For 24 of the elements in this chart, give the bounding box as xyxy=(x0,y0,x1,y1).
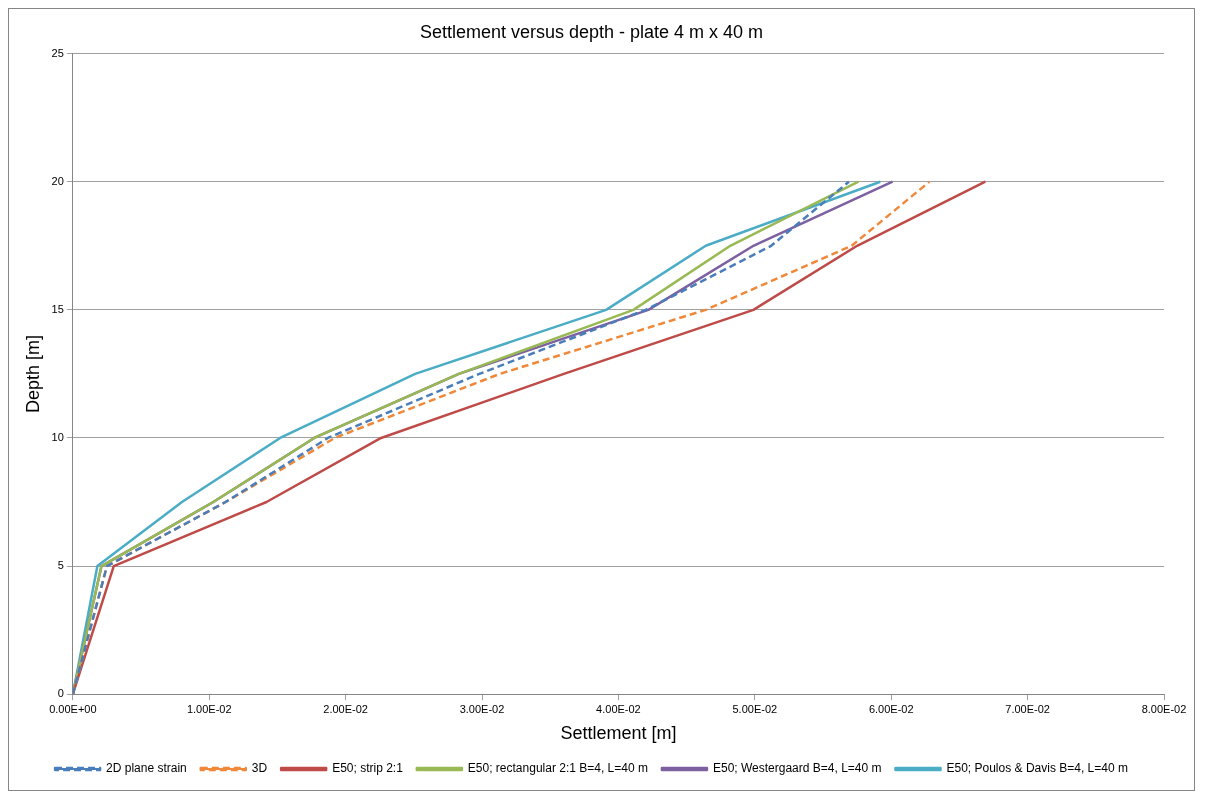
y-tick-label: 25 xyxy=(51,46,64,59)
y-axis-title: Depth [m] xyxy=(22,334,43,413)
x-tick-label: 8.00E-02 xyxy=(1141,702,1187,715)
legend-label: E50; Poulos & Davis B=4, L=40 m xyxy=(946,761,1128,776)
legend-label: E50; rectangular 2:1 B=4, L=40 m xyxy=(467,761,648,776)
x-tick-label: 4.00E-02 xyxy=(596,702,641,715)
chart-title: Settlement versus depth - plate 4 m x 40 m xyxy=(419,21,764,42)
y-tick-label: 10 xyxy=(51,430,64,443)
x-tick-label: 3.00E-02 xyxy=(459,702,505,715)
y-tick-label: 20 xyxy=(51,174,64,187)
x-tick-label: 5.00E-02 xyxy=(732,702,778,715)
x-tick-label: 0.00E+00 xyxy=(49,702,97,715)
x-tick-label: 2.00E-02 xyxy=(323,702,368,715)
y-tick-label: 0 xyxy=(57,687,64,700)
legend-label: E50; strip 2:1 xyxy=(332,761,404,776)
y-tick-label: 5 xyxy=(57,559,64,572)
x-axis-title: Settlement [m] xyxy=(560,723,677,744)
legend-label: 3D xyxy=(251,761,268,776)
x-tick-label: 1.00E-02 xyxy=(186,702,232,715)
legend-label: 2D plane strain xyxy=(106,761,187,776)
legend-label: E50; Westergaard B=4, L=40 m xyxy=(712,761,882,776)
x-tick-label: 7.00E-02 xyxy=(1005,702,1050,715)
x-tick-label: 6.00E-02 xyxy=(868,702,914,715)
y-tick-label: 15 xyxy=(51,302,64,315)
